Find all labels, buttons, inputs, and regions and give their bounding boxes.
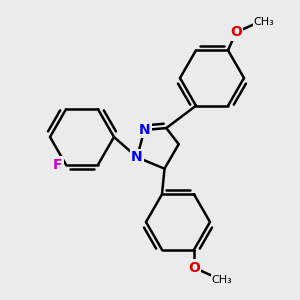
Text: O: O (188, 261, 200, 275)
Text: O: O (230, 25, 242, 39)
Text: N: N (131, 150, 143, 164)
Text: CH₃: CH₃ (254, 17, 274, 27)
Text: N: N (139, 123, 150, 137)
Text: CH₃: CH₃ (212, 275, 233, 285)
Text: F: F (53, 158, 63, 172)
